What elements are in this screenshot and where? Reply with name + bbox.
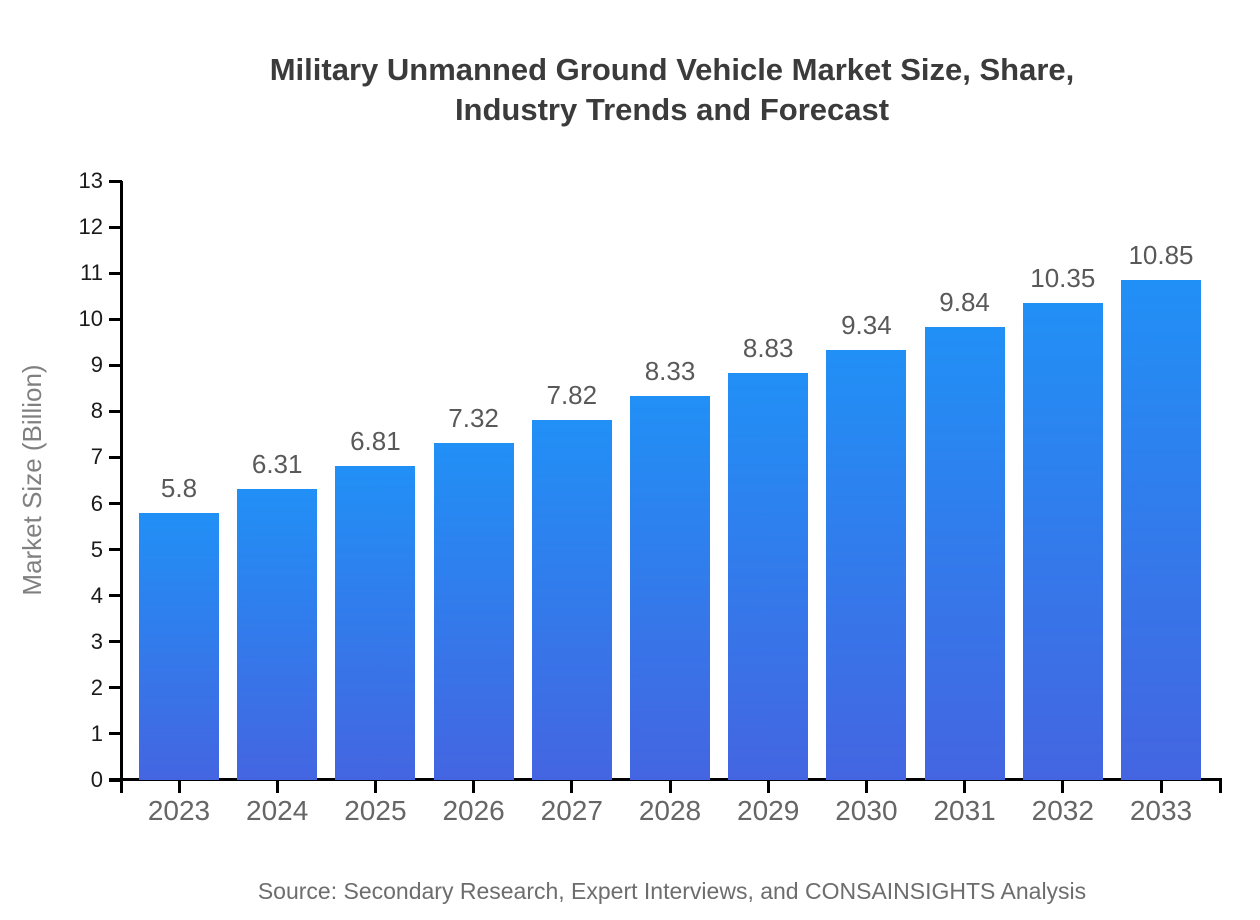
y-tick-mark [109, 502, 122, 506]
x-tick-mark [373, 780, 377, 793]
y-tick-label: 7 [90, 444, 103, 470]
y-tick-mark [109, 363, 122, 367]
y-tick-label: 3 [90, 628, 103, 654]
source-note: Source: Secondary Research, Expert Inter… [257, 878, 1087, 904]
x-tick-label: 2033 [1129, 795, 1193, 826]
y-tick-label: 11 [80, 260, 103, 286]
x-tick-label: 2023 [147, 795, 211, 826]
bar-2033 [1121, 280, 1201, 780]
x-tick-label: 2026 [442, 795, 505, 826]
y-tick-mark [109, 778, 122, 782]
bar-2031 [924, 326, 1005, 780]
x-tick-label: 2024 [246, 795, 309, 826]
x-tick-mark [668, 780, 672, 793]
x-tick-label: 2027 [540, 795, 603, 826]
bar-value-label: 10.35 [1030, 263, 1096, 294]
x-tick-mark [472, 780, 476, 793]
bar-2030 [826, 349, 907, 780]
chart-title: Military Unmanned Ground Vehicle Market … [122, 50, 1222, 130]
x-tick-mark [864, 780, 868, 793]
bar-value-label: 9.84 [939, 286, 990, 317]
y-tick-label: 4 [90, 582, 103, 608]
y-axis-title: Market Size (Billion) [17, 364, 47, 596]
y-tick-mark [109, 686, 122, 690]
y-tick-label: 5 [90, 536, 103, 562]
bar-value-label: 10.85 [1128, 240, 1194, 271]
y-tick-mark [109, 455, 122, 459]
y-tick-mark [109, 317, 122, 321]
bar-2023 [139, 512, 219, 780]
y-tick-mark [109, 271, 122, 275]
x-tick-label: 2032 [1031, 795, 1094, 826]
x-tick-label: 2030 [835, 795, 898, 826]
chart-title-line1: Military Unmanned Ground Vehicle Market … [269, 52, 1075, 87]
y-tick-label: 9 [90, 352, 103, 378]
y-tick-mark [109, 640, 122, 644]
x-tick-label: 2028 [638, 795, 702, 826]
x-tick-mark [275, 780, 279, 793]
y-tick-label: 0 [90, 767, 103, 792]
bar-value-label: 7.82 [546, 379, 598, 410]
bar-value-label: 8.33 [644, 356, 696, 387]
bar-2025 [335, 466, 416, 780]
x-tick-mark [177, 780, 181, 793]
bar-2029 [728, 373, 809, 780]
bar-2026 [433, 442, 514, 780]
x-tick-mark [1159, 780, 1163, 793]
bar-2027 [531, 419, 612, 780]
y-tick-label: 13 [78, 168, 103, 193]
x-tick-mark [766, 780, 770, 793]
y-tick-label: 2 [90, 674, 103, 700]
x-tick-label: 2029 [737, 795, 800, 826]
y-tick-label: 12 [78, 214, 103, 240]
y-tick-mark [109, 225, 122, 229]
x-tick-mark [1061, 780, 1065, 793]
x-tick-label: 2025 [344, 795, 407, 826]
bar-2024 [237, 489, 318, 780]
bar-2032 [1022, 303, 1103, 780]
y-tick-mark [109, 409, 122, 413]
y-tick-label: 1 [90, 720, 103, 746]
x-tick-label: 2031 [933, 795, 996, 826]
bar-value-label: 6.81 [350, 426, 401, 457]
y-tick-mark [109, 548, 122, 552]
y-tick-label: 6 [90, 490, 103, 516]
y-tick-mark [109, 179, 122, 183]
y-tick-label: 10 [78, 306, 103, 332]
x-tick-mark [570, 780, 574, 793]
x-tick-mark [963, 780, 967, 793]
bar-value-label: 6.31 [251, 449, 303, 480]
y-axis-line [120, 181, 123, 793]
bar-value-label: 8.83 [742, 333, 794, 364]
bar-value-label: 5.8 [160, 472, 198, 503]
y-tick-mark [109, 594, 122, 598]
x-axis-end-tick [1219, 780, 1222, 793]
bar-value-label: 9.34 [841, 309, 892, 340]
bar-2028 [630, 396, 710, 780]
y-tick-label: 8 [90, 398, 103, 424]
bar-value-label: 7.32 [448, 402, 499, 433]
y-tick-mark [109, 732, 122, 736]
chart-title-line2: Industry Trends and Forecast [454, 92, 890, 127]
